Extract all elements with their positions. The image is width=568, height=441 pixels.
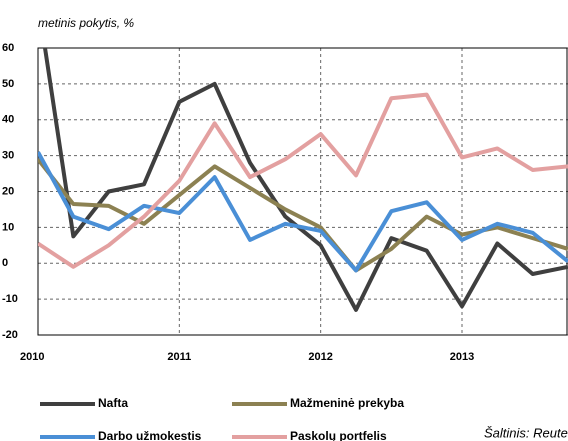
x-tick-label: 2010: [20, 351, 44, 363]
series-line: [38, 92, 568, 269]
x-tick-label: 2011: [167, 351, 191, 363]
plot-lines: [38, 48, 568, 312]
y-tick-label: 60: [2, 42, 14, 54]
series-line: [38, 151, 568, 273]
legend-label: Paskolų portfelis: [290, 429, 387, 441]
plot-border: [37, 47, 568, 336]
series-line: [42, 48, 568, 312]
legend-label: Darbo užmokestis: [98, 429, 202, 441]
series-line: [38, 157, 568, 273]
y-tick-label: -10: [2, 293, 18, 305]
legend-label: Mažmeninė prekyba: [290, 396, 404, 410]
y-tick-label: 10: [2, 221, 14, 233]
x-tick-label: 2012: [308, 351, 332, 363]
legend-label: Nafta: [98, 396, 128, 410]
source: Šaltinis: Reuters: [484, 425, 568, 440]
y-tick-label: 40: [2, 114, 14, 126]
y-tick-label: 0: [2, 257, 8, 269]
y-tick-label: -20: [2, 329, 18, 341]
chart-subtitle: metinis pokytis, %: [38, 16, 134, 30]
y-tick-label: 20: [2, 185, 14, 197]
x-tick-label: 2013: [450, 351, 474, 363]
y-tick-label: 30: [2, 150, 14, 162]
y-tick-label: 50: [2, 78, 14, 90]
